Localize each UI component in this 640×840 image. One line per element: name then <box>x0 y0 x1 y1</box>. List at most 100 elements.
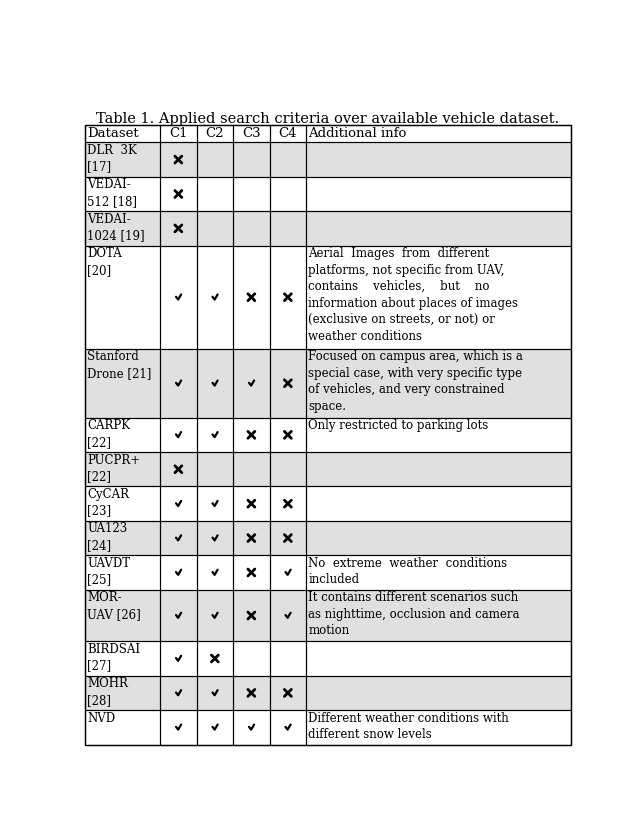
Bar <box>160 125 196 142</box>
Bar <box>196 590 233 641</box>
Text: MOR-
UAV [26]: MOR- UAV [26] <box>87 591 141 621</box>
Bar <box>84 142 572 176</box>
Bar <box>306 452 572 486</box>
Bar <box>233 675 269 710</box>
Bar <box>269 245 306 349</box>
Bar <box>84 452 572 486</box>
Bar <box>84 125 572 142</box>
Text: C2: C2 <box>205 128 224 140</box>
Text: CARPK
[22]: CARPK [22] <box>87 419 130 449</box>
Bar <box>269 142 306 176</box>
Bar <box>269 417 306 452</box>
Bar <box>196 555 233 590</box>
Bar <box>269 590 306 641</box>
Text: Dataset: Dataset <box>87 128 139 140</box>
Text: CyCAR
[23]: CyCAR [23] <box>87 488 129 517</box>
Bar <box>84 486 572 521</box>
Bar <box>84 417 160 452</box>
Text: Table 1. Applied search criteria over available vehicle dataset.: Table 1. Applied search criteria over av… <box>97 113 559 126</box>
Bar <box>306 710 572 744</box>
Bar <box>196 176 233 211</box>
Bar <box>306 176 572 211</box>
Bar <box>233 486 269 521</box>
Bar <box>84 349 160 417</box>
Bar <box>233 125 269 142</box>
Bar <box>233 521 269 555</box>
Bar <box>269 176 306 211</box>
Bar <box>84 641 572 675</box>
Bar <box>306 641 572 675</box>
Bar <box>196 710 233 744</box>
Bar <box>84 710 160 744</box>
Text: C4: C4 <box>278 128 297 140</box>
Bar <box>269 486 306 521</box>
Bar <box>306 417 572 452</box>
Bar <box>196 245 233 349</box>
Bar <box>269 452 306 486</box>
Bar <box>160 590 196 641</box>
Bar <box>306 590 572 641</box>
Bar <box>84 486 160 521</box>
Bar <box>160 710 196 744</box>
Bar <box>306 245 572 349</box>
Bar <box>196 142 233 176</box>
Text: DLR  3K
[17]: DLR 3K [17] <box>87 144 137 173</box>
Bar <box>269 211 306 245</box>
Bar <box>160 555 196 590</box>
Bar <box>269 125 306 142</box>
Bar <box>306 349 572 417</box>
Bar <box>84 211 572 245</box>
Bar <box>84 521 572 555</box>
Bar <box>196 486 233 521</box>
Text: Aerial  Images  from  different
platforms, not specific from UAV,
contains    ve: Aerial Images from different platforms, … <box>308 247 518 343</box>
Bar <box>84 176 160 211</box>
Bar <box>306 555 572 590</box>
Bar <box>306 675 572 710</box>
Bar <box>84 521 160 555</box>
Bar <box>84 417 572 452</box>
Bar <box>269 555 306 590</box>
Text: NVD: NVD <box>87 711 115 725</box>
Bar <box>160 349 196 417</box>
Text: Focused on campus area, which is a
special case, with very specific type
of vehi: Focused on campus area, which is a speci… <box>308 350 524 413</box>
Text: UAVDT
[25]: UAVDT [25] <box>87 557 130 586</box>
Bar <box>160 486 196 521</box>
Bar <box>84 245 160 349</box>
Bar <box>233 710 269 744</box>
Text: C3: C3 <box>242 128 260 140</box>
Bar <box>233 555 269 590</box>
Bar <box>269 349 306 417</box>
Bar <box>196 211 233 245</box>
Text: It contains different scenarios such
as nighttime, occlusion and camera
motion: It contains different scenarios such as … <box>308 591 520 638</box>
Bar <box>306 486 572 521</box>
Bar <box>269 675 306 710</box>
Bar <box>160 245 196 349</box>
Bar <box>84 555 572 590</box>
Bar <box>160 142 196 176</box>
Bar <box>269 641 306 675</box>
Text: No  extreme  weather  conditions
included: No extreme weather conditions included <box>308 557 508 586</box>
Bar <box>84 675 572 710</box>
Bar <box>196 675 233 710</box>
Text: C1: C1 <box>169 128 188 140</box>
Bar <box>84 555 160 590</box>
Bar <box>306 142 572 176</box>
Bar <box>196 349 233 417</box>
Bar <box>84 245 572 349</box>
Bar <box>160 452 196 486</box>
Bar <box>269 521 306 555</box>
Bar <box>196 452 233 486</box>
Bar <box>160 641 196 675</box>
Bar <box>233 176 269 211</box>
Bar <box>160 176 196 211</box>
Text: VEDAI-
512 [18]: VEDAI- 512 [18] <box>87 178 137 207</box>
Text: Only restricted to parking lots: Only restricted to parking lots <box>308 419 489 433</box>
Bar <box>233 641 269 675</box>
Bar <box>233 417 269 452</box>
Bar <box>84 349 572 417</box>
Bar <box>196 641 233 675</box>
Bar <box>196 521 233 555</box>
Bar <box>233 590 269 641</box>
Bar <box>84 125 160 142</box>
Bar <box>84 176 572 211</box>
